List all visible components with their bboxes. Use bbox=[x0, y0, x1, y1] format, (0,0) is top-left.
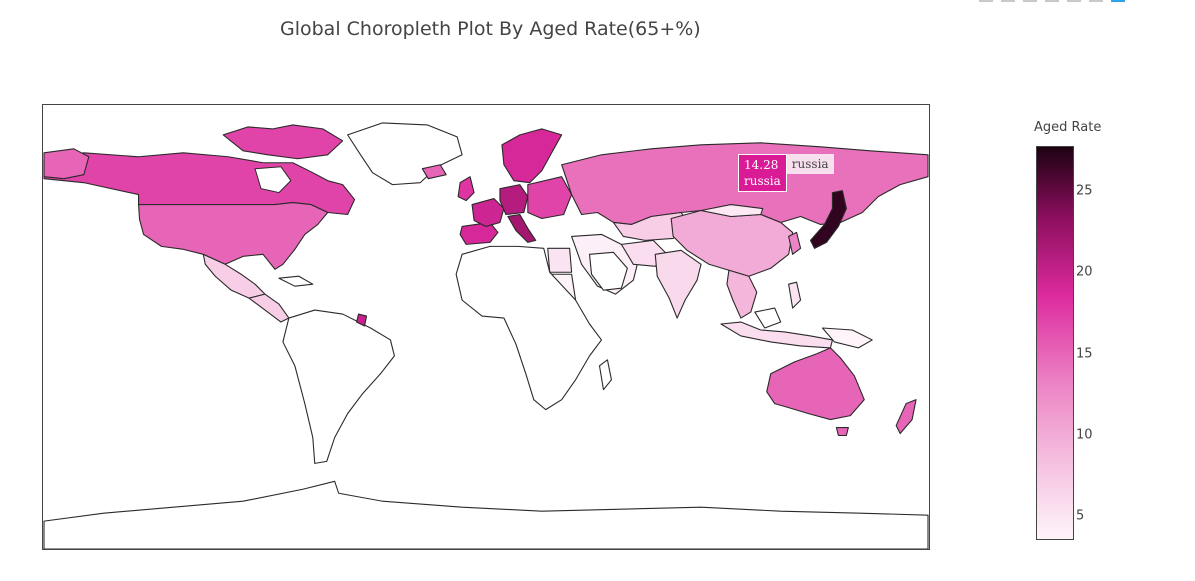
zoom-icon[interactable] bbox=[1001, 0, 1015, 8]
zoom-in-icon[interactable] bbox=[1045, 0, 1059, 8]
region-africa[interactable] bbox=[455, 245, 603, 411]
tooltip-trace-name: russia bbox=[786, 154, 834, 174]
zoom-out-icon[interactable] bbox=[1067, 0, 1081, 8]
region-uk[interactable] bbox=[457, 176, 475, 202]
region-iberia[interactable] bbox=[459, 221, 499, 245]
region-usa[interactable] bbox=[138, 202, 329, 270]
colorbar-ticks: 25 20 15 10 5 bbox=[1076, 146, 1116, 540]
region-madagascar[interactable] bbox=[598, 359, 612, 391]
colorbar-tick-15: 15 bbox=[1076, 346, 1093, 362]
pan-icon[interactable] bbox=[1023, 0, 1037, 8]
region-tasmania[interactable] bbox=[835, 426, 849, 437]
region-india[interactable] bbox=[654, 249, 702, 319]
tooltip-value: 14.28 bbox=[744, 158, 779, 172]
region-central-america[interactable] bbox=[248, 293, 290, 323]
region-new-guinea[interactable] bbox=[821, 327, 873, 349]
region-borneo[interactable] bbox=[754, 307, 782, 329]
region-french-guiana[interactable] bbox=[356, 313, 368, 327]
region-italy[interactable] bbox=[507, 213, 537, 243]
colorbar-tick-10: 10 bbox=[1076, 427, 1093, 443]
camera-icon[interactable] bbox=[979, 0, 993, 8]
world-map[interactable] bbox=[43, 105, 929, 549]
region-canada-islands[interactable] bbox=[222, 124, 344, 160]
autoscale-icon[interactable] bbox=[1089, 0, 1103, 8]
region-germany[interactable] bbox=[499, 184, 529, 216]
region-south-america[interactable] bbox=[282, 309, 395, 464]
plotly-logo-icon[interactable] bbox=[1111, 0, 1125, 8]
region-australia[interactable] bbox=[766, 347, 865, 421]
region-france[interactable] bbox=[471, 198, 505, 228]
chart-title: Global Choropleth Plot By Aged Rate(65+%… bbox=[280, 18, 701, 40]
colorbar-tick-20: 20 bbox=[1076, 264, 1093, 280]
region-korea[interactable] bbox=[788, 231, 802, 255]
region-indonesia[interactable] bbox=[720, 321, 833, 349]
region-philippines[interactable] bbox=[788, 281, 802, 309]
region-antarctica[interactable] bbox=[43, 480, 929, 549]
hover-tooltip: 14.28 russia russia bbox=[738, 154, 834, 192]
modebar bbox=[979, 0, 1125, 8]
region-cuba[interactable] bbox=[278, 275, 314, 287]
region-new-zealand[interactable] bbox=[895, 399, 917, 435]
region-eastern-europe[interactable] bbox=[527, 176, 573, 220]
region-japan[interactable] bbox=[809, 190, 847, 249]
region-mongolia[interactable] bbox=[700, 204, 764, 218]
tooltip-country: russia bbox=[744, 174, 781, 188]
colorbar-title: Aged Rate bbox=[1034, 120, 1102, 135]
colorbar bbox=[1036, 146, 1074, 540]
colorbar-tick-5: 5 bbox=[1076, 508, 1085, 524]
colorbar-tick-25: 25 bbox=[1076, 183, 1093, 199]
tooltip-value-box: 14.28 russia bbox=[738, 154, 787, 192]
region-saudi-arabia[interactable] bbox=[588, 251, 628, 291]
region-southeast-asia[interactable] bbox=[726, 269, 758, 319]
region-usa-alaska[interactable] bbox=[43, 148, 90, 180]
region-egypt[interactable] bbox=[547, 247, 573, 273]
region-iceland[interactable] bbox=[421, 164, 447, 180]
region-scandinavia[interactable] bbox=[501, 128, 563, 184]
